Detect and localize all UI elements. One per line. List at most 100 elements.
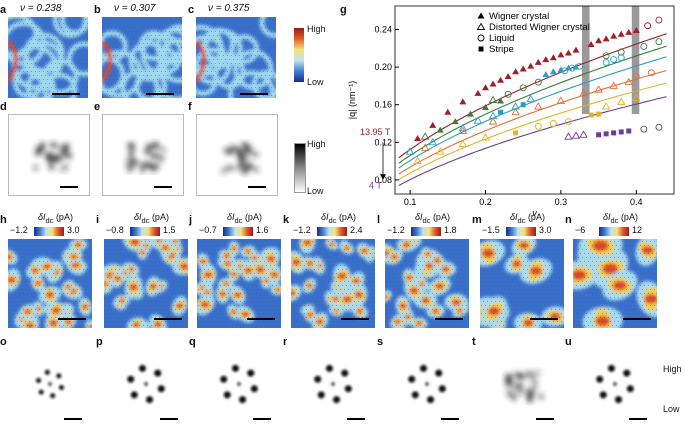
panel-label-c: c (188, 4, 195, 16)
fit-curve-5 (398, 96, 667, 186)
axes-frame (394, 5, 675, 195)
data-point (436, 126, 444, 133)
stm-map-b (102, 17, 182, 98)
stm-map-a (8, 17, 88, 98)
data-point (488, 117, 498, 125)
data-point (519, 65, 527, 72)
data-point (481, 133, 490, 141)
panel-label-s: s (377, 336, 384, 348)
y-tick-label: 0.20 (374, 62, 392, 72)
data-point (640, 42, 648, 50)
data-point (458, 126, 468, 134)
data-point (595, 37, 603, 44)
data-point (602, 52, 610, 60)
data-point (609, 81, 618, 89)
fft-scale-bar-d (60, 186, 78, 188)
panel-label-d: d (0, 101, 7, 113)
legend-label-0: Wigner crystal (489, 11, 549, 22)
fft-map-e (102, 114, 184, 196)
data-point (618, 129, 624, 135)
legend-marker-2 (477, 34, 485, 42)
data-point (498, 109, 504, 115)
data-point (596, 111, 602, 117)
colour-scale-bar (294, 28, 304, 82)
data-point (481, 104, 489, 111)
colourbar-max-k: 2.4 (350, 225, 363, 235)
stm-map-n (573, 239, 657, 328)
colourbar-title-m: δIdc (pA) (510, 212, 545, 225)
fft-scale-bar-r (347, 418, 365, 420)
data-point (655, 123, 663, 131)
data-point (596, 132, 602, 138)
legend-label-1: Distorted Wigner crystal (489, 22, 590, 33)
fft-scale-bar-o (64, 418, 82, 420)
panel-label-h: h (0, 214, 7, 226)
data-point (640, 125, 648, 133)
stm-map-j (197, 239, 281, 328)
data-point (512, 68, 520, 75)
colourbar-j (223, 227, 253, 236)
colourbar-title-i: δIdc (pA) (134, 212, 169, 225)
panel-label-p: p (96, 336, 103, 348)
grayscale-bar-top (294, 143, 306, 193)
data-point (474, 89, 482, 96)
colourbar-min-m: −1.5 (482, 225, 500, 235)
colourbar-h (34, 227, 64, 236)
y-axis-label: |q| (nm⁻¹) (347, 81, 357, 119)
filling-factor-c: ν = 0.375 (208, 3, 250, 14)
data-point (617, 30, 625, 37)
colourbar-l (411, 227, 441, 236)
fft-map-p (104, 344, 188, 424)
data-point (520, 102, 526, 108)
data-point (473, 116, 483, 124)
data-point (429, 121, 437, 128)
fft-scale-bar-e (154, 186, 172, 188)
fit-curve-3 (398, 69, 667, 175)
scale-bar-b (146, 93, 174, 95)
colourbar-title-j: δIdc (pA) (227, 212, 262, 225)
data-point (610, 56, 618, 64)
data-point (444, 108, 452, 115)
scale-bar-m (530, 318, 558, 320)
panel-label-r: r (283, 336, 288, 348)
data-point (564, 49, 572, 56)
colourbar-max-i: 1.5 (163, 225, 176, 235)
panel-label-u: u (565, 336, 572, 348)
data-point (414, 135, 422, 142)
data-point (556, 96, 566, 104)
colourbar-min-l: −1.2 (387, 225, 405, 235)
data-point (626, 128, 632, 134)
data-point (489, 80, 497, 87)
data-point (458, 123, 468, 132)
legend-marker-3 (478, 46, 484, 52)
grayscale-low-top: Low (307, 186, 324, 196)
data-point (602, 58, 610, 66)
data-point (568, 64, 576, 72)
data-point (557, 51, 565, 58)
scale-bar-j (247, 318, 275, 320)
panel-label-g: g (340, 4, 347, 16)
data-point (451, 118, 459, 125)
data-point (564, 132, 573, 140)
colourbar-max-j: 1.6 (256, 225, 269, 235)
scale-bar-l (435, 318, 463, 320)
colour-scale-high: High (307, 24, 326, 34)
stm-map-l (385, 239, 469, 328)
data-point (488, 95, 498, 103)
grayscale-low-bottom: Low (663, 404, 680, 414)
colourbar-title-k: δIdc (pA) (321, 212, 356, 225)
colourbar-max-l: 1.8 (444, 225, 457, 235)
colourbar-k (317, 227, 347, 236)
y-tick-label: 0.24 (374, 25, 392, 35)
colourbar-i (130, 227, 160, 236)
y-tick-label: 0.16 (374, 100, 392, 110)
grayscale-high-bottom: High (663, 364, 682, 374)
wavevector-chart: 0.10.20.30.40.080.120.160.200.24ν|q| (nm… (347, 5, 675, 218)
data-point (534, 122, 542, 130)
panel-label-k: k (283, 214, 290, 226)
x-tick-label: 0.1 (404, 197, 417, 207)
data-point (632, 26, 640, 33)
fft-map-r (291, 344, 375, 424)
fft-map-d (8, 114, 90, 196)
data-point (511, 107, 520, 116)
